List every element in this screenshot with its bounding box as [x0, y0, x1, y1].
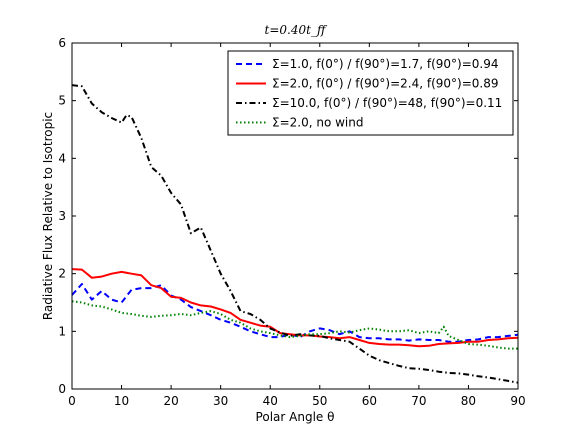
series-line-3	[72, 84, 518, 384]
y-tick-label: 1	[58, 324, 66, 338]
x-tick-label: 50	[312, 394, 327, 408]
series-group	[72, 84, 518, 384]
y-axis-label: Radiative Flux Relative to Isotropic	[41, 112, 55, 320]
series-line-1	[72, 283, 518, 343]
x-tick-label: 60	[362, 394, 377, 408]
legend: Σ=1.0, f(0°) / f(90°)=1.7, f(90°)=0.94 Σ=…	[227, 50, 514, 136]
chart-title: t=0.40t_ff	[265, 23, 328, 37]
legend-box	[227, 50, 514, 136]
y-tick-label: 6	[58, 36, 66, 50]
legend-entry-4: Σ=2.0, no wind	[272, 116, 363, 130]
legend-entry-2: Σ=2.0, f(0°) / f(90°)=2.4, f(90°)=0.89	[272, 77, 499, 91]
y-tick-label: 3	[58, 209, 66, 223]
x-tick-label: 70	[411, 394, 426, 408]
series-line-2	[72, 268, 518, 348]
y-tick-label: 2	[58, 267, 66, 281]
x-tick-label: 20	[163, 394, 178, 408]
x-tick-label: 10	[114, 394, 129, 408]
x-tick-label: 80	[461, 394, 476, 408]
y-tick-label: 4	[58, 151, 66, 165]
x-tick-label: 0	[68, 394, 76, 408]
legend-entry-3: Σ=10.0, f(0°) / f(90°)=48, f(90°)=0.11	[272, 96, 502, 110]
plot-layer: 0 10 20 30 40 50 60 70 80 90 0 1 2 3 4 5 6 Polar Angle θ R…	[41, 23, 526, 424]
x-axis-label: Polar Angle θ	[256, 410, 335, 424]
y-tick-label: 0	[58, 382, 66, 396]
x-tick-label: 90	[510, 394, 525, 408]
y-tick-label: 5	[58, 94, 66, 108]
x-tick-label: 30	[213, 394, 228, 408]
x-tick-label: 40	[263, 394, 278, 408]
legend-entry-1: Σ=1.0, f(0°) / f(90°)=1.7, f(90°)=0.94	[272, 57, 499, 71]
